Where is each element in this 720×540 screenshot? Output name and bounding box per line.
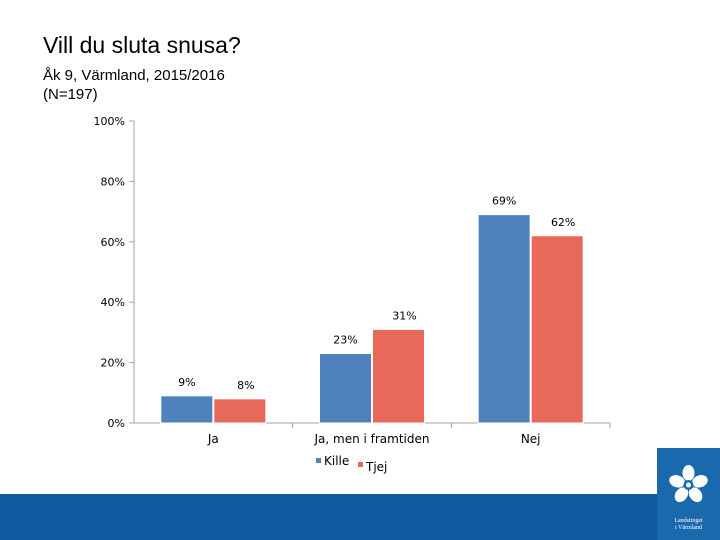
flower-logo-icon <box>669 465 708 503</box>
bar-tjej <box>530 235 584 424</box>
bar-kille <box>477 214 531 424</box>
slide-title: Vill du sluta snusa? <box>43 32 241 58</box>
data-label: 69% <box>492 195 516 208</box>
bar-kille <box>319 353 372 424</box>
footer-bar <box>0 494 720 540</box>
data-label: 23% <box>333 334 357 347</box>
x-tick-label: Ja <box>207 432 219 446</box>
bar-kille <box>160 395 214 424</box>
x-tick-label: Ja, men i framtiden <box>313 432 429 446</box>
y-tick-label: 60% <box>101 236 125 249</box>
y-tick-label: 40% <box>101 296 125 309</box>
y-tick-label: 0% <box>108 417 125 430</box>
y-tick-label: 100% <box>94 115 125 128</box>
legend-swatch-kille <box>316 458 321 463</box>
y-tick-label: 20% <box>101 357 125 370</box>
landstinget-logo: Landstinget i Värmland <box>657 448 720 540</box>
legend-swatch-tjej <box>358 462 363 467</box>
logo-text-line-1: Landstinget <box>674 518 703 524</box>
slide-subtitle: Åk 9, Värmland, 2015/2016 (N=197) <box>43 66 225 104</box>
legend-label-tjej: Tjej <box>365 460 387 474</box>
subtitle-line-1: Åk 9, Värmland, 2015/2016 <box>43 67 225 84</box>
data-label: 62% <box>551 216 575 229</box>
legend-label-kille: Kille <box>324 454 349 468</box>
subtitle-line-2: (N=197) <box>43 86 98 103</box>
logo-text-line-2: i Värmland <box>674 525 703 531</box>
bar-tjej <box>372 328 425 424</box>
data-label: 31% <box>392 309 416 322</box>
bar-chart: 0% 20% 40% 60% 80% 100% 9% 8% Ja 23% 31% Ja, men i … <box>94 115 611 474</box>
y-tick-label: 80% <box>101 175 125 188</box>
x-tick-label: Nej <box>521 432 541 446</box>
data-label: 9% <box>178 376 195 389</box>
bar-tjej <box>213 398 267 424</box>
data-label: 8% <box>237 379 254 392</box>
